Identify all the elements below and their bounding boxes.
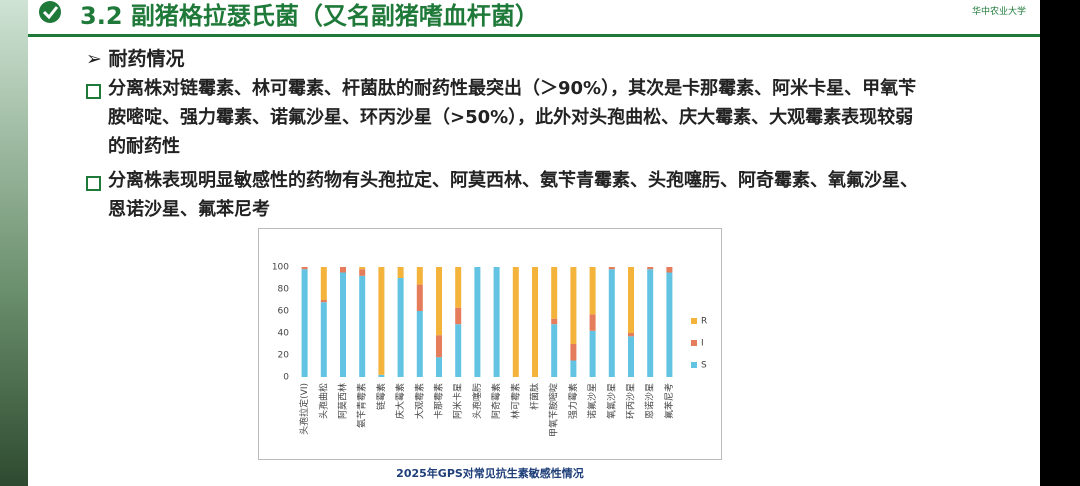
bar-segment xyxy=(666,267,673,273)
x-tick-label: 林可霉素 xyxy=(509,383,521,419)
x-tick-label: 链霉素 xyxy=(375,383,387,410)
bar-segment xyxy=(532,267,538,377)
bar-segment xyxy=(320,300,327,303)
bar-segment xyxy=(570,267,577,344)
chart-frame: 0 20 40 60 80 100 头孢拉定(VI) 头孢曲松 阿莫西林 氨苄青霉素 链霉素 庆大霉素… xyxy=(258,228,722,460)
bar-segment xyxy=(455,267,462,308)
bullet-box xyxy=(86,84,101,99)
title-icon xyxy=(39,1,61,23)
bar-segment xyxy=(455,307,462,325)
x-tick-label: 阿米卡星 xyxy=(452,383,464,419)
x-tick-label: 环丙沙星 xyxy=(626,383,637,419)
x-tick-label: 大观霉素 xyxy=(413,383,425,419)
bar-segment xyxy=(320,302,327,377)
x-tick-label: 头孢曲松 xyxy=(317,383,329,419)
bar-segment xyxy=(340,267,346,273)
y-tick-label: 40 xyxy=(278,329,290,339)
bar-segment xyxy=(628,336,634,377)
logo: 华中农业大学 xyxy=(971,7,1026,17)
y-tick-label: 60 xyxy=(278,307,290,317)
x-tick-label: 强力霉素 xyxy=(567,383,579,419)
x-tick-label: 甲氧苄胺嘧啶 xyxy=(548,383,560,437)
bar-segment xyxy=(570,360,577,377)
x-tick-label: 阿莫西林 xyxy=(337,383,349,419)
bar-segment xyxy=(301,269,308,377)
x-tick-label: 氨苄青霉素 xyxy=(356,383,368,428)
y-tick-label: 0 xyxy=(283,373,289,383)
x-tick-label: 恩诺沙星 xyxy=(645,383,656,419)
bar-segment xyxy=(608,267,615,270)
title-rule xyxy=(28,34,1040,37)
legend-swatch xyxy=(691,340,697,346)
legend-label: S xyxy=(701,361,707,371)
bar-segment xyxy=(551,267,558,319)
bar-segment xyxy=(666,272,673,377)
x-tick-label: 氧氟沙星 xyxy=(605,383,617,419)
x-tick-label: 阿奇霉素 xyxy=(490,383,502,419)
bar-segment xyxy=(397,278,404,377)
x-tick-label: 诺氟沙星 xyxy=(586,383,598,419)
bar-segment xyxy=(551,324,558,377)
bar-segment xyxy=(436,267,442,336)
bar-segment xyxy=(416,267,423,285)
legend-swatch xyxy=(691,362,697,368)
bar-segment xyxy=(589,267,596,315)
bar-segment xyxy=(301,267,308,270)
bar-segment xyxy=(455,324,462,377)
bar-segment xyxy=(436,357,442,377)
bar-segment xyxy=(589,314,596,331)
bar-segment xyxy=(551,318,558,325)
bar-segment xyxy=(647,269,654,377)
legend-label: I xyxy=(701,339,704,349)
bar-segment xyxy=(397,267,404,278)
bullet-box xyxy=(86,176,101,191)
bar-segment xyxy=(493,267,500,377)
bar-segment xyxy=(320,267,327,300)
legend-swatch xyxy=(691,318,697,324)
bar-segment xyxy=(416,284,423,311)
section-heading: ➢ 耐药情况 xyxy=(86,48,185,70)
slide: 3.2 副猪格拉瑟氏菌（又名副猪嗜血杆菌） 华中农业大学 ➢ 耐药情况 分离株对… xyxy=(28,0,1040,486)
y-tick-label: 100 xyxy=(272,263,289,273)
bar-segment xyxy=(436,335,442,358)
bar-segment xyxy=(608,269,615,377)
bar-segment xyxy=(589,330,596,377)
bar-segment xyxy=(474,267,481,377)
bar-segment xyxy=(628,333,634,337)
chart: 0 20 40 60 80 100 头孢拉定(VI) 头孢曲松 阿莫西林 氨苄青霉素 链霉素 庆大霉素… xyxy=(272,263,707,438)
bar-segment xyxy=(359,267,366,270)
bar-segment xyxy=(416,311,423,377)
bar-segment xyxy=(570,344,577,361)
x-tick-label: 卡那霉素 xyxy=(433,383,445,419)
bar-segment xyxy=(628,267,634,333)
bar-segment xyxy=(378,374,385,377)
bar-segment xyxy=(512,267,519,377)
x-tick-label: 头孢拉定(VI) xyxy=(298,383,310,435)
y-tick-label: 20 xyxy=(278,351,290,361)
legend-label: R xyxy=(701,317,707,327)
bullet-text: 分离株表现明显敏感性的药物有头孢拉定、阿莫西林、氨苄青霉素、头孢噻肟、阿奇霉素、… xyxy=(108,170,918,220)
bar-segment xyxy=(359,269,366,276)
slide-title: 3.2 副猪格拉瑟氏菌（又名副猪嗜血杆菌） xyxy=(80,2,539,30)
x-tick-label: 头孢噻肟 xyxy=(471,383,483,419)
chart-caption: 2025年GPS对常见抗生素敏感性情况 xyxy=(396,467,584,480)
x-tick-label: 氟苯尼考 xyxy=(663,383,675,419)
bar-segment xyxy=(340,272,346,377)
bar-segment xyxy=(378,267,385,375)
x-tick-label: 庆大霉素 xyxy=(394,383,406,419)
bar-segment xyxy=(359,275,366,377)
side-image xyxy=(0,0,28,486)
bar-segment xyxy=(647,267,654,270)
y-tick-label: 80 xyxy=(278,285,290,295)
bullet-text: 分离株对链霉素、林可霉素、杆菌肽的耐药性最突出（＞90%），其次是卡那霉素、阿米… xyxy=(108,78,917,157)
x-tick-label: 杆菌肽 xyxy=(529,383,541,410)
